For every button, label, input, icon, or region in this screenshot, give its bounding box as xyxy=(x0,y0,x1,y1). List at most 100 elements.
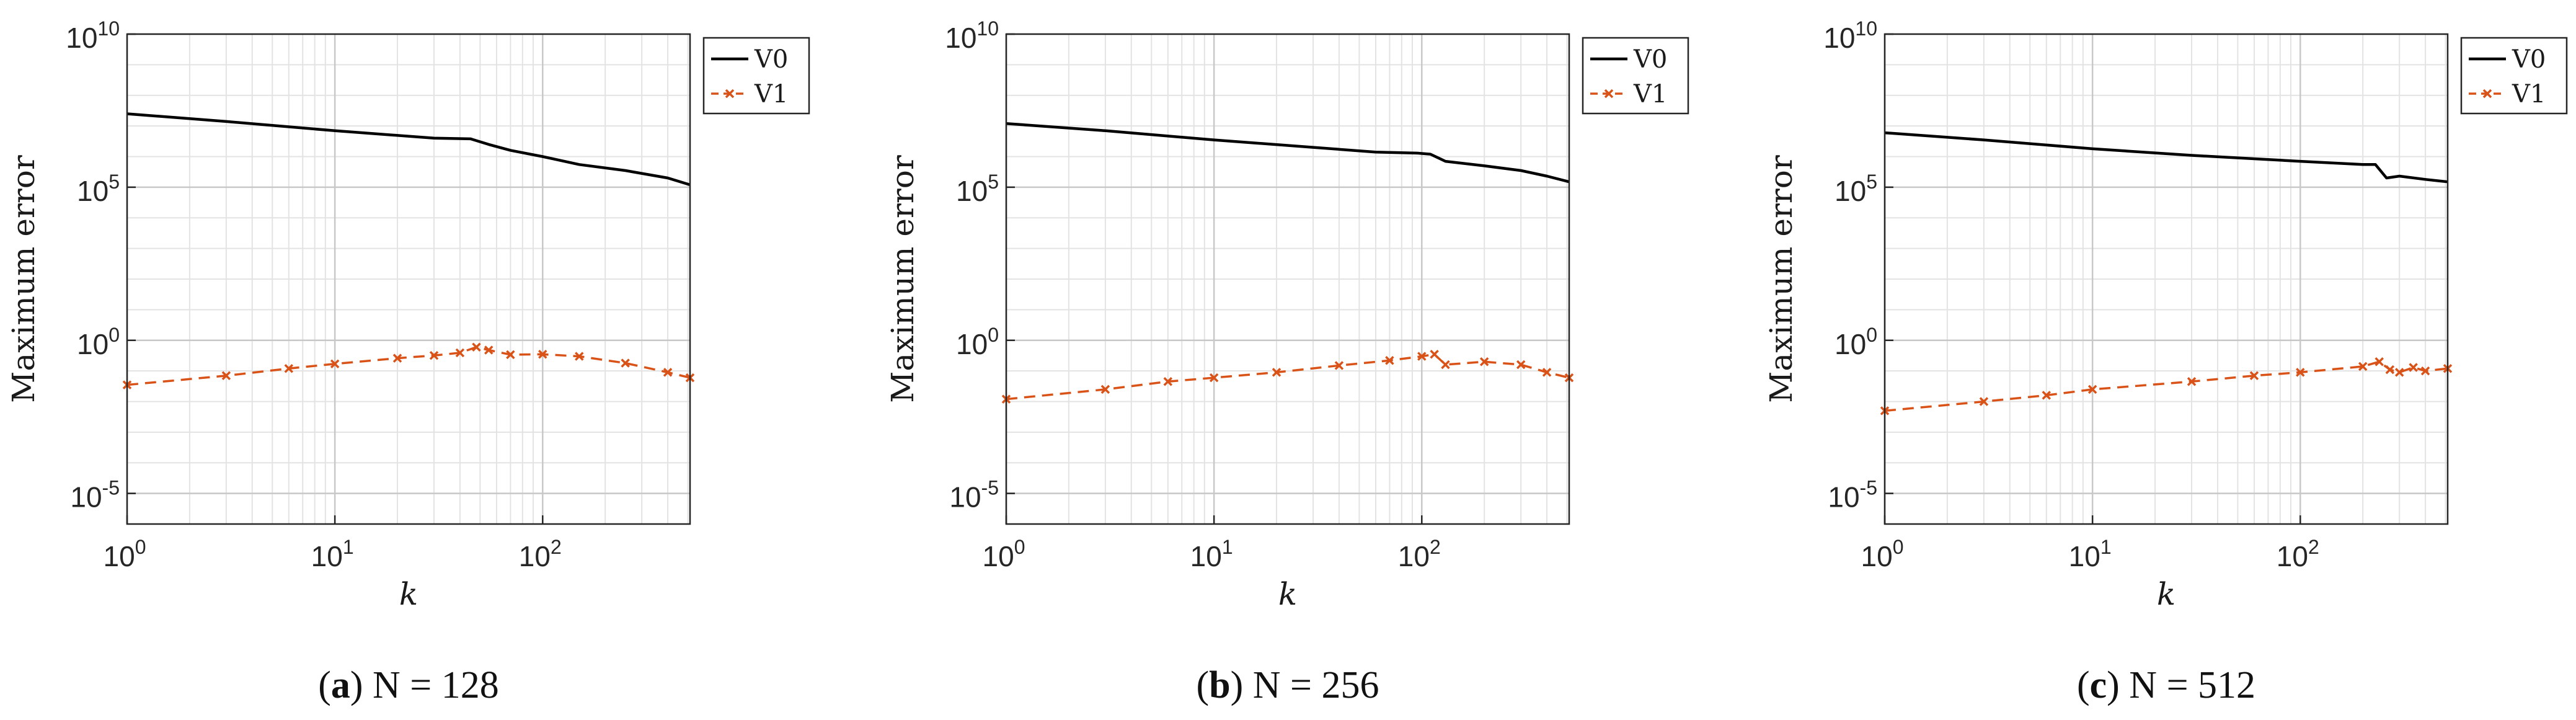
x-tick-label: 100 xyxy=(983,536,1025,572)
y-tick-label-exponent: -5 xyxy=(102,477,120,499)
series-marker-v1 xyxy=(575,352,584,361)
y-axis-label: Maximum error xyxy=(885,155,921,403)
series-marker-v1 xyxy=(2358,362,2368,371)
caption-paren-close: ) xyxy=(350,664,363,706)
x-tick-label: 102 xyxy=(519,536,562,572)
series-marker-v1 xyxy=(1385,355,1394,365)
y-tick-label: 10-5 xyxy=(70,477,120,513)
series-marker-v1 xyxy=(484,345,494,355)
y-tick-label: 100 xyxy=(956,324,999,360)
y-tick-label: 105 xyxy=(956,171,999,207)
y-tick-label: 105 xyxy=(77,171,120,207)
x-tick-label: 102 xyxy=(2277,536,2319,572)
series-line-v0 xyxy=(126,112,691,187)
legend-label-v0: V0 xyxy=(1633,45,1667,74)
y-tick-label-base: 10 xyxy=(66,22,97,54)
y-tick-label: 100 xyxy=(1835,324,1877,360)
y-tick-label-base: 10 xyxy=(77,175,108,207)
y-tick-label: 1010 xyxy=(66,17,120,54)
series-marker-v1 xyxy=(1209,373,1219,383)
panel-caption: (c) N = 512 xyxy=(2077,664,2255,706)
y-tick-label: 10-5 xyxy=(1828,477,1877,513)
x-tick-label-exponent: 1 xyxy=(343,536,354,558)
y-tick-label-base: 10 xyxy=(70,481,102,513)
caption-letter: a xyxy=(331,664,350,706)
caption-paren-open: ( xyxy=(2077,664,2090,706)
x-tick-label-base: 10 xyxy=(1190,540,1222,572)
y-tick-label-exponent: 5 xyxy=(988,171,999,193)
y-tick-label-base: 10 xyxy=(1828,481,1859,513)
legend-label-v1: V1 xyxy=(754,80,788,109)
legend-label-v0: V0 xyxy=(754,45,788,74)
series-marker-v1 xyxy=(1417,352,1427,361)
legend-marker-v1 xyxy=(725,89,735,99)
series-marker-v1 xyxy=(2249,371,2259,381)
caption-text: N = 256 xyxy=(1243,664,1379,706)
x-tick-label-exponent: 0 xyxy=(1014,536,1025,558)
x-tick-label-base: 10 xyxy=(104,540,135,572)
series-marker-v1 xyxy=(2420,366,2430,376)
caption-letter: c xyxy=(2090,664,2107,706)
y-tick-label-exponent: 10 xyxy=(976,17,999,40)
series-marker-v1 xyxy=(1516,360,1526,370)
y-tick-label: 105 xyxy=(1835,171,1877,207)
y-tick-label: 10-5 xyxy=(949,477,999,513)
series-marker-v1 xyxy=(1430,350,1439,359)
y-tick-label-exponent: 0 xyxy=(988,324,999,346)
x-tick-label: 102 xyxy=(1398,536,1441,572)
x-tick-label: 100 xyxy=(104,536,146,572)
y-tick-label-exponent: 10 xyxy=(1855,17,1877,40)
series-marker-v1 xyxy=(1542,368,1552,377)
series-marker-v1 xyxy=(663,368,673,377)
series-marker-v1 xyxy=(538,350,547,359)
y-tick-label-base: 10 xyxy=(1823,22,1855,54)
y-tick-label: 1010 xyxy=(1823,17,1877,54)
grid xyxy=(1883,33,2448,525)
y-tick-label-exponent: 5 xyxy=(1866,171,1877,193)
series-marker-v1 xyxy=(392,353,402,363)
legend-marker-v1 xyxy=(1604,89,1614,99)
y-tick-label-exponent: -5 xyxy=(1860,477,1877,499)
legend-label-v0: V0 xyxy=(2512,45,2546,74)
caption-paren-close: ) xyxy=(1231,664,1244,706)
x-tick-label-base: 10 xyxy=(1861,540,1893,572)
series-marker-v1 xyxy=(330,359,340,368)
axes-box xyxy=(126,33,691,525)
x-tick-label-exponent: 0 xyxy=(1893,536,1904,558)
caption-text: N = 128 xyxy=(363,664,499,706)
series-line-v0 xyxy=(1006,122,1570,184)
series-line-v1 xyxy=(1006,353,1570,401)
x-axis-label: k xyxy=(2157,576,2175,612)
y-tick-label-exponent: 0 xyxy=(1866,324,1877,346)
series-marker-v1 xyxy=(1479,357,1489,367)
series-line-v0 xyxy=(1884,131,2448,184)
legend-marker-v1 xyxy=(2482,89,2492,99)
x-tick-label-exponent: 0 xyxy=(135,536,146,558)
y-tick-label-base: 10 xyxy=(945,22,976,54)
series-marker-v1 xyxy=(1441,360,1450,370)
caption-letter: b xyxy=(1209,664,1230,706)
x-axis-label: k xyxy=(1278,576,1297,612)
x-tick-label-base: 10 xyxy=(519,540,551,572)
series-marker-v1 xyxy=(2394,368,2404,377)
x-tick-label-base: 10 xyxy=(311,540,343,572)
series-marker-v1 xyxy=(1100,384,1110,394)
series-marker-v1 xyxy=(472,342,481,352)
x-tick-label-base: 10 xyxy=(1398,540,1430,572)
x-tick-label: 100 xyxy=(1861,536,1904,572)
legend-label-v1: V1 xyxy=(1633,80,1667,109)
series-marker-v1 xyxy=(1979,397,1989,406)
series-marker-v1 xyxy=(2409,363,2418,372)
series-marker-v1 xyxy=(2385,365,2395,375)
y-tick-label-base: 10 xyxy=(77,328,108,360)
x-tick-label: 101 xyxy=(2069,536,2112,572)
y-tick-label: 1010 xyxy=(945,17,999,54)
series-marker-v1 xyxy=(2187,377,2197,386)
y-tick-label-base: 10 xyxy=(956,175,988,207)
series-marker-v1 xyxy=(1334,361,1344,370)
y-tick-label-base: 10 xyxy=(949,481,981,513)
